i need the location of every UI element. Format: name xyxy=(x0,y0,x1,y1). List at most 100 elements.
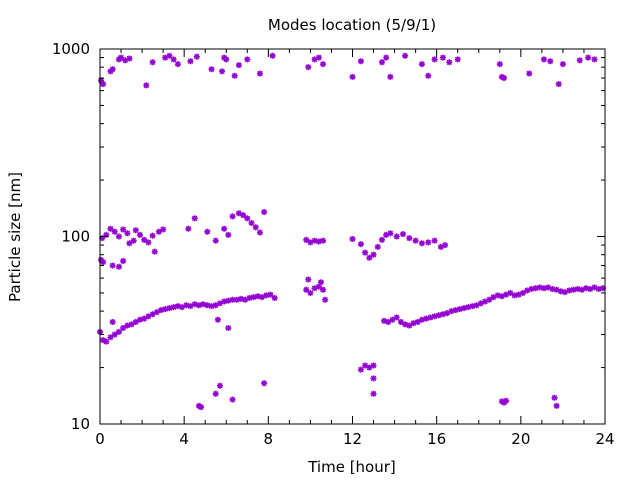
data-point xyxy=(393,233,400,240)
data-point xyxy=(425,72,432,79)
data-point xyxy=(320,237,327,244)
data-point xyxy=(315,54,322,61)
data-point xyxy=(370,362,377,369)
data-point xyxy=(307,289,314,296)
data-point xyxy=(349,235,356,242)
data-point xyxy=(303,236,310,243)
data-point xyxy=(256,70,263,77)
data-point xyxy=(370,251,377,258)
data-point xyxy=(109,318,116,325)
data-point xyxy=(109,66,116,73)
data-point xyxy=(496,61,503,68)
data-point xyxy=(162,306,169,313)
x-tick-label: 0 xyxy=(95,430,105,448)
data-point xyxy=(553,402,560,409)
data-point xyxy=(370,375,377,382)
data-point xyxy=(486,296,493,303)
data-point xyxy=(400,231,406,238)
data-point xyxy=(494,292,501,299)
data-point xyxy=(229,213,236,220)
data-point xyxy=(229,396,236,403)
data-point xyxy=(555,81,562,88)
data-point xyxy=(349,73,356,80)
data-point xyxy=(252,224,259,231)
data-point xyxy=(366,254,373,261)
scatter-points xyxy=(97,52,606,411)
data-point xyxy=(208,66,215,73)
data-point xyxy=(591,56,598,63)
data-point xyxy=(271,294,278,301)
data-point xyxy=(244,215,251,222)
data-point xyxy=(170,56,177,63)
x-tick-label: 24 xyxy=(595,430,614,448)
data-point xyxy=(191,215,198,222)
data-point xyxy=(128,321,135,328)
data-point xyxy=(418,240,425,247)
data-point xyxy=(195,302,202,309)
data-point xyxy=(166,52,173,59)
data-point xyxy=(216,382,223,389)
data-point xyxy=(126,240,133,247)
data-point xyxy=(446,59,453,66)
data-point xyxy=(100,259,107,266)
data-point xyxy=(378,59,385,66)
data-point xyxy=(320,286,327,293)
data-point xyxy=(362,249,369,256)
data-point xyxy=(214,316,221,323)
y-tick-label: 10 xyxy=(71,415,90,433)
data-point xyxy=(320,61,327,68)
y-axis-title: Particle size [nm] xyxy=(6,172,24,302)
data-point xyxy=(235,62,242,69)
data-point xyxy=(223,56,230,63)
chart-title: Modes location (5/9/1) xyxy=(268,16,436,34)
data-point xyxy=(256,229,263,236)
data-point xyxy=(374,243,381,250)
x-tick-label: 12 xyxy=(343,430,362,448)
data-point xyxy=(120,325,127,332)
data-point xyxy=(118,54,125,61)
data-point xyxy=(111,228,118,235)
data-point xyxy=(120,226,127,233)
data-point xyxy=(187,58,194,65)
data-point xyxy=(130,237,137,244)
data-point xyxy=(225,231,232,238)
data-point xyxy=(418,61,425,68)
data-point xyxy=(435,312,442,319)
data-point xyxy=(370,390,377,397)
data-point xyxy=(576,57,583,64)
data-point xyxy=(198,404,204,411)
data-point xyxy=(402,52,409,59)
x-axis: 0 4 8 12 16 20 24 xyxy=(95,49,615,448)
data-point xyxy=(145,239,152,246)
data-point xyxy=(501,75,507,82)
data-point xyxy=(107,225,114,232)
x-tick-label: 8 xyxy=(264,430,274,448)
data-point xyxy=(357,241,364,248)
data-point xyxy=(100,81,107,88)
data-point xyxy=(454,56,461,63)
x-tick-label: 4 xyxy=(179,430,189,448)
data-point xyxy=(103,338,110,345)
data-point xyxy=(225,297,232,304)
data-point xyxy=(221,225,228,232)
data-point xyxy=(269,52,276,59)
data-point xyxy=(115,233,122,240)
x-axis-title: Time [hour] xyxy=(307,458,396,476)
data-point xyxy=(383,54,390,61)
data-point xyxy=(160,226,167,233)
data-point xyxy=(305,276,312,283)
data-point xyxy=(357,366,364,373)
data-point xyxy=(551,394,558,401)
data-point xyxy=(143,82,150,89)
data-point xyxy=(378,236,385,243)
data-point xyxy=(385,318,392,325)
y-tick-label: 100 xyxy=(61,228,90,246)
data-point xyxy=(456,306,463,313)
data-point xyxy=(553,286,560,293)
data-point xyxy=(448,308,455,315)
data-point xyxy=(431,237,438,244)
y-tick-label: 1000 xyxy=(52,40,90,58)
data-point xyxy=(427,314,434,321)
data-point xyxy=(317,279,324,286)
